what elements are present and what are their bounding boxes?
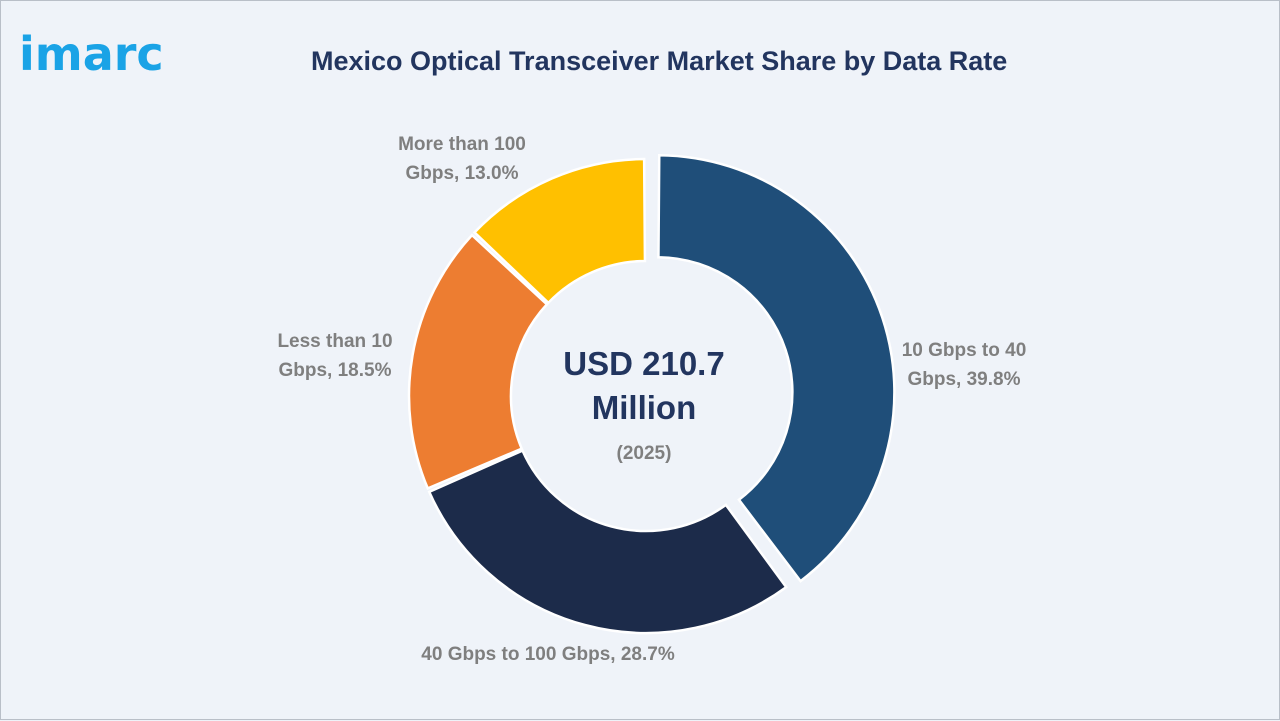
slice-more-than-100-gbps [472, 157, 647, 305]
imarc-logo: imarc [19, 27, 164, 81]
slice-labels: 10 Gbps to 40 Gbps, 39.8% 40 Gbps to 100 G… [277, 134, 1026, 665]
slice-less-than-10-gbps [407, 233, 549, 491]
chart-title: Mexico Optical Transceiver Market Share … [311, 46, 1008, 76]
center-unit: Million [592, 389, 696, 426]
label-10-gbps-to-40-gbps: 10 Gbps to 40 Gbps, 39.8% [902, 340, 1027, 390]
center-year: (2025) [617, 443, 672, 464]
label-40-gbps-to-100-gbps: 40 Gbps to 100 Gbps, 28.7% [421, 644, 675, 665]
slice-10-gbps-to-40-gbps [657, 153, 896, 583]
donut-slices [407, 153, 896, 635]
label-more-than-100-gbps: More than 100 Gbps, 13.0% [398, 134, 526, 184]
slice-40-gbps-to-100-gbps [427, 448, 788, 635]
center-value: USD 210.7 [563, 345, 724, 382]
label-less-than-10-gbps: Less than 10 Gbps, 18.5% [277, 331, 392, 381]
